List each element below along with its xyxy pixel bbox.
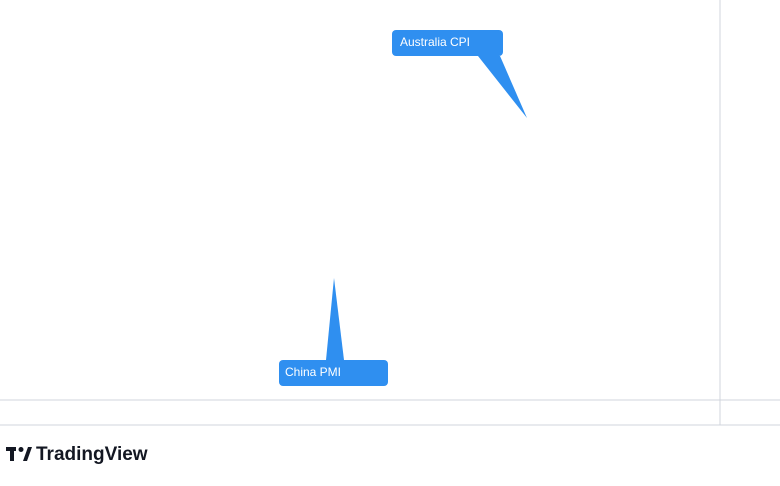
callout-text: Australia CPI xyxy=(400,35,470,49)
brand-name: TradingView xyxy=(36,444,148,465)
logo-part xyxy=(23,447,32,461)
callout-china: China PMI xyxy=(279,278,388,386)
logo-part xyxy=(18,447,24,452)
logo-part xyxy=(10,447,14,461)
callout-pointer xyxy=(326,278,344,360)
axes xyxy=(0,0,780,426)
callout-pointer xyxy=(478,56,527,118)
callout-box xyxy=(392,30,503,56)
brand-logo: TradingView xyxy=(6,444,148,465)
callout-text: China PMI xyxy=(285,365,341,379)
callout-australia: Australia CPI xyxy=(392,30,527,118)
callout-box xyxy=(279,360,388,386)
